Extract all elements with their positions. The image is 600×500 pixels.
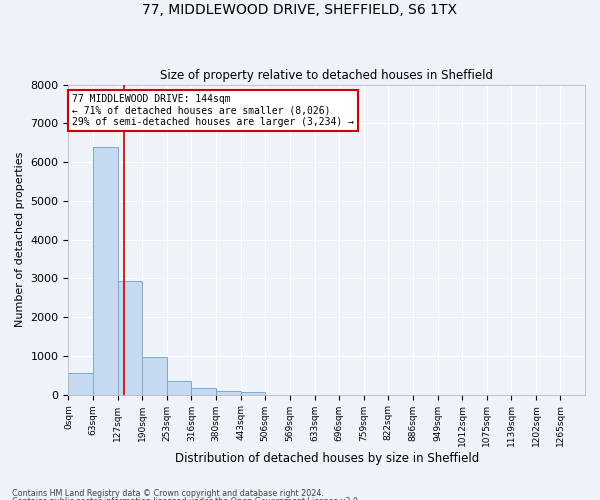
Y-axis label: Number of detached properties: Number of detached properties [15,152,25,328]
X-axis label: Distribution of detached houses by size in Sheffield: Distribution of detached houses by size … [175,452,479,465]
Text: 77, MIDDLEWOOD DRIVE, SHEFFIELD, S6 1TX: 77, MIDDLEWOOD DRIVE, SHEFFIELD, S6 1TX [143,2,458,16]
Bar [142,357,167,395]
Bar [241,392,265,394]
Bar [68,373,93,394]
Text: 77 MIDDLEWOOD DRIVE: 144sqm
← 71% of detached houses are smaller (8,026)
29% of : 77 MIDDLEWOOD DRIVE: 144sqm ← 71% of det… [72,94,354,128]
Bar [191,388,216,394]
Text: Contains HM Land Registry data © Crown copyright and database right 2024.: Contains HM Land Registry data © Crown c… [12,488,324,498]
Bar [167,381,191,394]
Bar [118,282,142,395]
Title: Size of property relative to detached houses in Sheffield: Size of property relative to detached ho… [160,69,493,82]
Text: Contains public sector information licensed under the Open Government Licence v3: Contains public sector information licen… [12,497,361,500]
Bar [216,391,241,394]
Bar [93,146,118,394]
